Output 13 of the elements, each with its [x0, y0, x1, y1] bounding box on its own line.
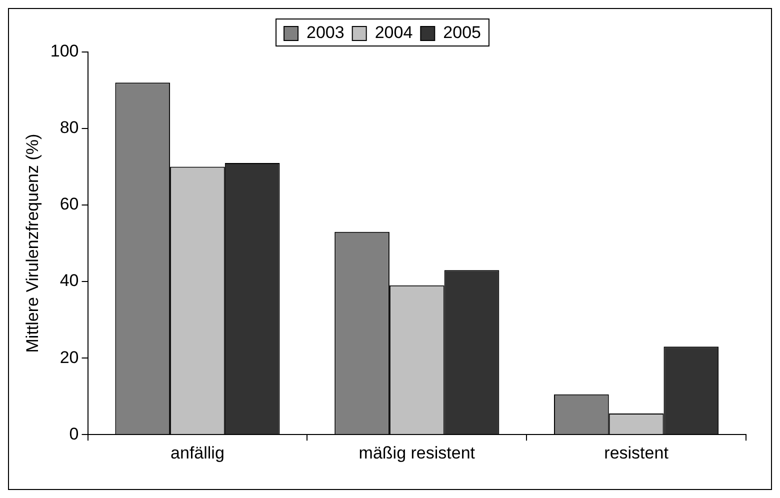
y-tick-label: 0 — [69, 424, 79, 444]
x-tick-label: resistent — [604, 443, 669, 462]
y-tick-label: 100 — [50, 42, 79, 61]
x-tick-label: anfällig — [170, 443, 224, 462]
y-tick-label: 40 — [60, 271, 79, 290]
y-axis-title: Mittlere Virulenzfrequenz (%) — [22, 134, 42, 353]
y-tick-label: 60 — [60, 194, 79, 214]
x-tick-label: mäßig resistent — [358, 443, 476, 462]
y-tick-label: 80 — [60, 118, 79, 138]
legend-label: 2004 — [374, 23, 413, 42]
y-tick-label: 20 — [60, 348, 79, 367]
legend-label: 2005 — [443, 23, 481, 42]
legend-label: 2003 — [306, 23, 344, 42]
